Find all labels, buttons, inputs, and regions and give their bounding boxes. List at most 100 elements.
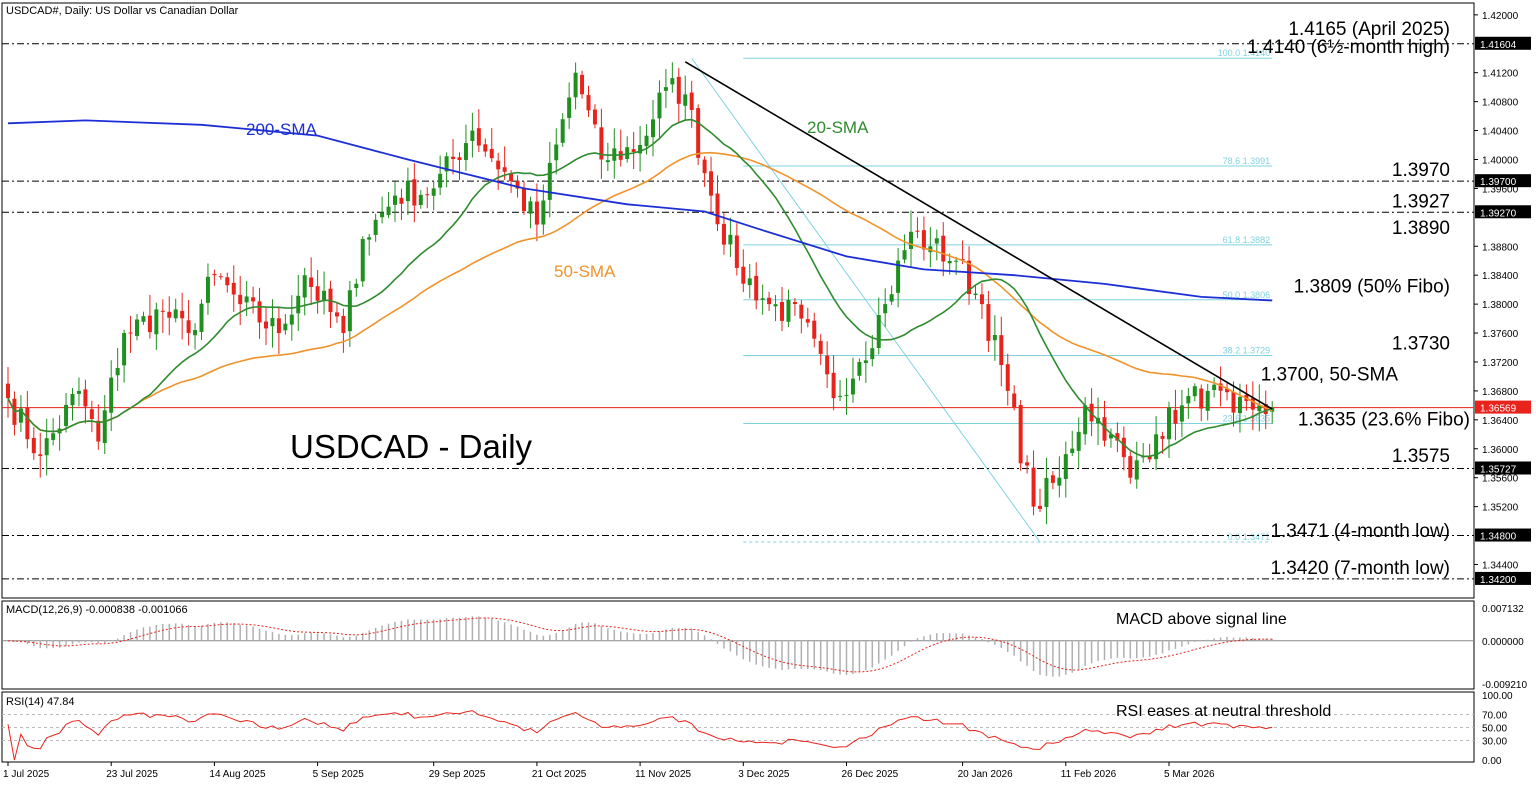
candle-body [780, 302, 784, 321]
candle [122, 329, 127, 383]
candle-body [309, 277, 314, 288]
candle-body [302, 275, 307, 298]
time-tick-label: 14 Aug 2025 [209, 769, 266, 780]
macd-signal-line [7, 617, 1273, 673]
candle-body [754, 275, 759, 301]
candle-body [186, 320, 191, 334]
candle [734, 223, 739, 276]
candle-body [818, 340, 823, 354]
time-tick-label: 11 Nov 2025 [635, 769, 691, 780]
price-tick-label: 1.40800 [1482, 98, 1519, 109]
candle [844, 378, 849, 415]
candle [44, 418, 49, 476]
candle [605, 142, 610, 171]
candle [805, 307, 810, 328]
candle [1225, 382, 1230, 401]
candle [1057, 456, 1062, 498]
candle-body [476, 128, 481, 146]
candle [857, 358, 862, 381]
candle [747, 263, 752, 299]
candle-body [760, 298, 765, 300]
candle-body [147, 315, 152, 333]
candle [999, 316, 1004, 387]
time-tick-label: 5 Mar 2026 [1164, 769, 1215, 780]
candle [799, 300, 804, 334]
candle-body [547, 162, 552, 200]
candle-body [941, 235, 946, 262]
price-tick-label: 1.37200 [1482, 358, 1519, 369]
candle-body [1076, 431, 1081, 451]
candle [386, 192, 391, 219]
candle [902, 234, 907, 264]
candle-body [721, 223, 726, 245]
candle-body [96, 420, 101, 442]
candle-body [160, 310, 165, 312]
rsi-title: RSI(14) 47.84 [6, 696, 74, 708]
candle [264, 306, 268, 345]
candle-body [1231, 391, 1236, 413]
candle-body [457, 157, 462, 160]
candle [818, 334, 823, 366]
candle [89, 400, 94, 433]
candle [534, 183, 539, 242]
candle [973, 285, 978, 300]
candle-body [218, 276, 223, 278]
candle [696, 104, 701, 166]
candle [780, 287, 784, 332]
candle-body [1031, 467, 1036, 507]
candle [1160, 431, 1165, 454]
candle-body [193, 330, 198, 336]
candle [921, 216, 926, 261]
candle-body [586, 95, 591, 111]
rsi-path [7, 710, 1273, 761]
candle-body [347, 290, 352, 332]
candle [1070, 430, 1075, 457]
resistance-trendline [684, 61, 1273, 410]
candle [451, 138, 456, 175]
candle [825, 341, 830, 389]
candle-body [1012, 393, 1017, 408]
candle-body [554, 144, 559, 161]
candle-body [167, 311, 172, 318]
candle [986, 290, 991, 352]
price-annotation: 1.3730 [1392, 334, 1450, 355]
level-price-tag [1475, 205, 1531, 219]
candle-body [244, 296, 249, 303]
candle [296, 274, 301, 331]
candle-body [264, 321, 268, 329]
candle [199, 299, 204, 340]
candle [1005, 353, 1010, 406]
candle [1115, 422, 1120, 453]
price-tick-label: 1.36400 [1482, 416, 1519, 427]
candle [425, 187, 430, 209]
candle-body [960, 259, 965, 261]
candle-body [76, 390, 81, 394]
candle-body [225, 277, 230, 286]
candle-body [64, 404, 69, 427]
candle [709, 156, 714, 215]
candle [1212, 377, 1217, 398]
price-annotation: 1.3927 [1392, 191, 1450, 212]
candle-body [128, 332, 133, 334]
price-tick-label: 1.41200 [1482, 69, 1519, 80]
candle-body [205, 276, 210, 303]
candle [670, 62, 675, 93]
fibo-level-label: 78.6 1.3991 [1223, 156, 1271, 166]
candle-body [315, 286, 320, 301]
candle-body [276, 318, 281, 334]
candle [160, 299, 165, 333]
candle [580, 70, 585, 99]
candle [373, 213, 378, 242]
candle [1192, 383, 1197, 402]
price-tick-label: 1.34400 [1482, 560, 1519, 571]
candle [457, 152, 462, 181]
candle-body [592, 109, 597, 125]
candle-body [296, 295, 301, 314]
candle-body [212, 273, 217, 276]
candle-body [399, 197, 404, 204]
candle-body [909, 231, 913, 250]
candle-body [1115, 433, 1120, 441]
candle [18, 395, 23, 433]
candle-body [831, 372, 836, 399]
level-price-tag-label: 1.35727 [1480, 464, 1517, 475]
